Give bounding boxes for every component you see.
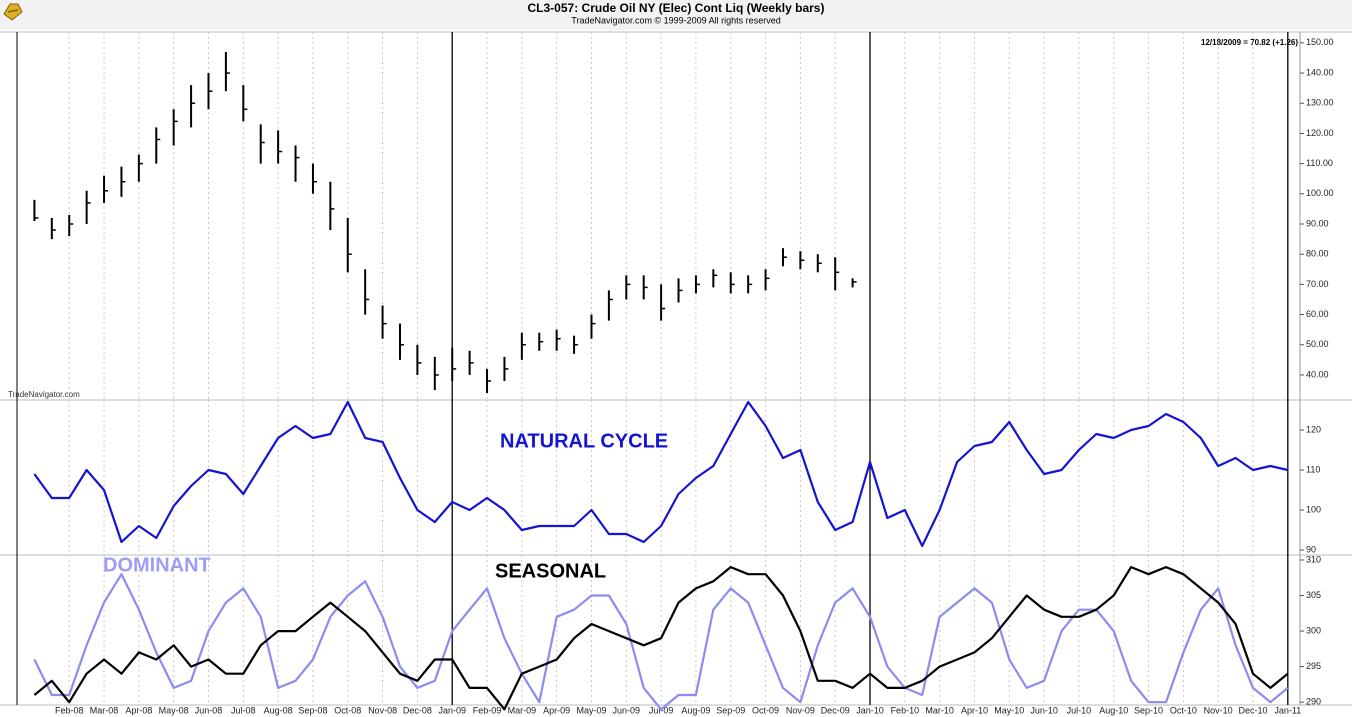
- y-tick-label: 50.00: [1306, 339, 1329, 349]
- indicator-line: [33, 400, 1289, 548]
- series-label: DOMINANT: [103, 554, 211, 576]
- y-tick-label: 295: [1306, 661, 1321, 671]
- x-tick-label: Sep-08: [298, 705, 327, 715]
- y-tick-label: 305: [1306, 590, 1321, 600]
- x-tick-label: Nov-10: [1204, 705, 1233, 715]
- chart-title: CL3-057: Crude Oil NY (Elec) Cont Liq (W…: [528, 1, 825, 15]
- y-tick-label: 140.00: [1306, 67, 1334, 77]
- y-tick-label: 70.00: [1306, 279, 1329, 289]
- x-tick-label: Oct-10: [1170, 705, 1197, 715]
- y-tick-label: 100.00: [1306, 188, 1334, 198]
- series-label: SEASONAL: [495, 560, 606, 582]
- y-tick-label: 100: [1306, 504, 1321, 514]
- x-tick-label: Feb-08: [55, 705, 84, 715]
- chart-subtitle: TradeNavigator.com © 1999-2009 All right…: [571, 15, 780, 25]
- x-tick-label: Jan-11: [1274, 705, 1301, 715]
- x-tick-label: Oct-08: [334, 705, 361, 715]
- x-tick-label: Jul-08: [231, 705, 256, 715]
- x-tick-label: Jan-09: [438, 705, 466, 715]
- y-tick-label: 80.00: [1306, 249, 1329, 259]
- x-tick-label: Feb-09: [473, 705, 502, 715]
- x-tick-label: Jan-10: [856, 705, 884, 715]
- x-tick-label: Jun-10: [1030, 705, 1058, 715]
- x-tick-label: Nov-09: [786, 705, 815, 715]
- x-tick-label: Nov-08: [368, 705, 397, 715]
- x-tick-label: Mar-10: [925, 705, 954, 715]
- y-tick-label: 150.00: [1306, 37, 1334, 47]
- y-tick-label: 130.00: [1306, 98, 1334, 108]
- x-tick-label: Dec-09: [821, 705, 850, 715]
- watermark: TradeNavigator.com: [8, 390, 80, 399]
- y-tick-label: 90: [1306, 544, 1316, 554]
- app-icon: [3, 3, 23, 21]
- x-tick-label: May-09: [576, 705, 606, 715]
- y-tick-label: 290: [1306, 697, 1321, 707]
- y-tick-label: 300: [1306, 625, 1321, 635]
- x-tick-label: Oct-09: [752, 705, 779, 715]
- x-tick-label: Jun-08: [195, 705, 223, 715]
- x-tick-label: Aug-08: [264, 705, 293, 715]
- x-tick-label: May-10: [994, 705, 1024, 715]
- indicator-line: [33, 573, 1289, 711]
- series-label: NATURAL CYCLE: [500, 430, 668, 452]
- x-tick-label: Jul-10: [1067, 705, 1092, 715]
- x-tick-label: Dec-08: [403, 705, 432, 715]
- last-price-annotation: 12/18/2009 = 70.82 (+1.26): [1201, 38, 1298, 47]
- y-tick-label: 310: [1306, 554, 1321, 564]
- x-tick-label: Mar-08: [90, 705, 119, 715]
- y-tick-label: 120: [1306, 424, 1321, 434]
- y-tick-label: 60.00: [1306, 309, 1329, 319]
- x-tick-label: Sep-10: [1134, 705, 1163, 715]
- x-tick-label: Aug-09: [681, 705, 710, 715]
- y-tick-label: 120.00: [1306, 128, 1334, 138]
- x-tick-label: Sep-09: [716, 705, 745, 715]
- header-band: [0, 0, 1352, 30]
- x-tick-label: Apr-10: [961, 705, 988, 715]
- x-tick-label: Jun-09: [613, 705, 641, 715]
- indicator-line: [33, 566, 1289, 711]
- x-tick-label: Feb-10: [891, 705, 920, 715]
- x-tick-label: Mar-09: [508, 705, 537, 715]
- y-tick-label: 110.00: [1306, 158, 1333, 168]
- y-tick-label: 90.00: [1306, 218, 1329, 228]
- y-tick-label: 40.00: [1306, 369, 1329, 379]
- x-tick-label: Dec-10: [1238, 705, 1267, 715]
- x-tick-label: May-08: [159, 705, 189, 715]
- x-tick-label: Apr-08: [125, 705, 152, 715]
- x-tick-label: Aug-10: [1099, 705, 1128, 715]
- y-tick-label: 110: [1306, 464, 1320, 474]
- x-tick-label: Apr-09: [543, 705, 570, 715]
